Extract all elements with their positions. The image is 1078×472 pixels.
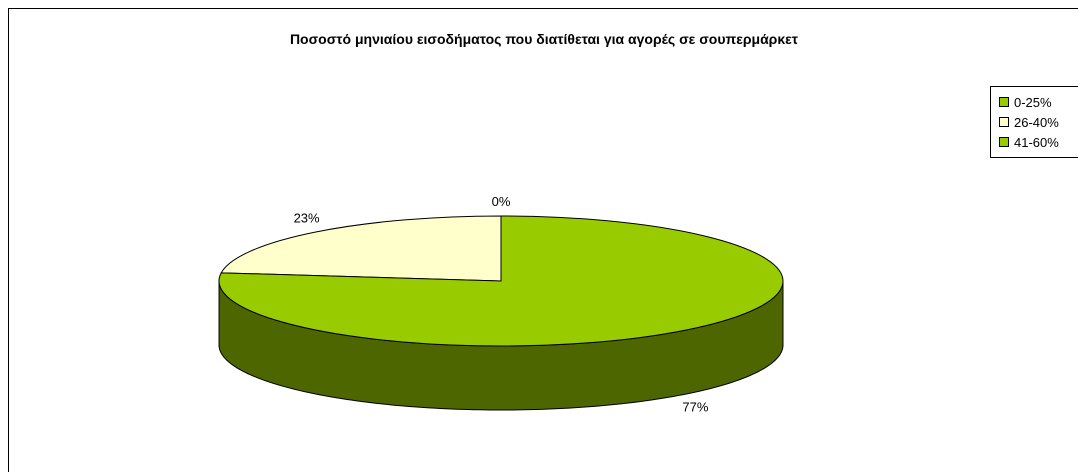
pie-slice-41-60	[218, 215, 784, 347]
legend-swatch-0-25	[999, 97, 1009, 107]
pie-labels: 0% 23% 77%	[294, 194, 709, 414]
pie-slice-26-40	[220, 215, 502, 282]
legend-item-0-25: 0-25%	[999, 93, 1052, 111]
legend-label-0-25: 0-25%	[1014, 94, 1052, 110]
legend: 0-25% 26-40% 41-60%	[990, 86, 1078, 158]
chart-title: Ποσοστό μηνιαίου εισοδήματος που διατίθε…	[289, 31, 799, 47]
data-label-0-25: 0%	[492, 194, 511, 209]
legend-swatch-26-40	[999, 117, 1009, 127]
legend-label-41-60: 41-60%	[1014, 134, 1059, 150]
legend-swatch-41-60	[999, 137, 1009, 147]
data-label-41-60: 77%	[682, 399, 708, 414]
legend-label-26-40: 26-40%	[1014, 114, 1059, 130]
pie-top	[218, 215, 784, 347]
legend-item-41-60: 41-60%	[999, 133, 1059, 151]
legend-item-26-40: 26-40%	[999, 113, 1059, 131]
data-label-26-40: 23%	[294, 211, 320, 226]
